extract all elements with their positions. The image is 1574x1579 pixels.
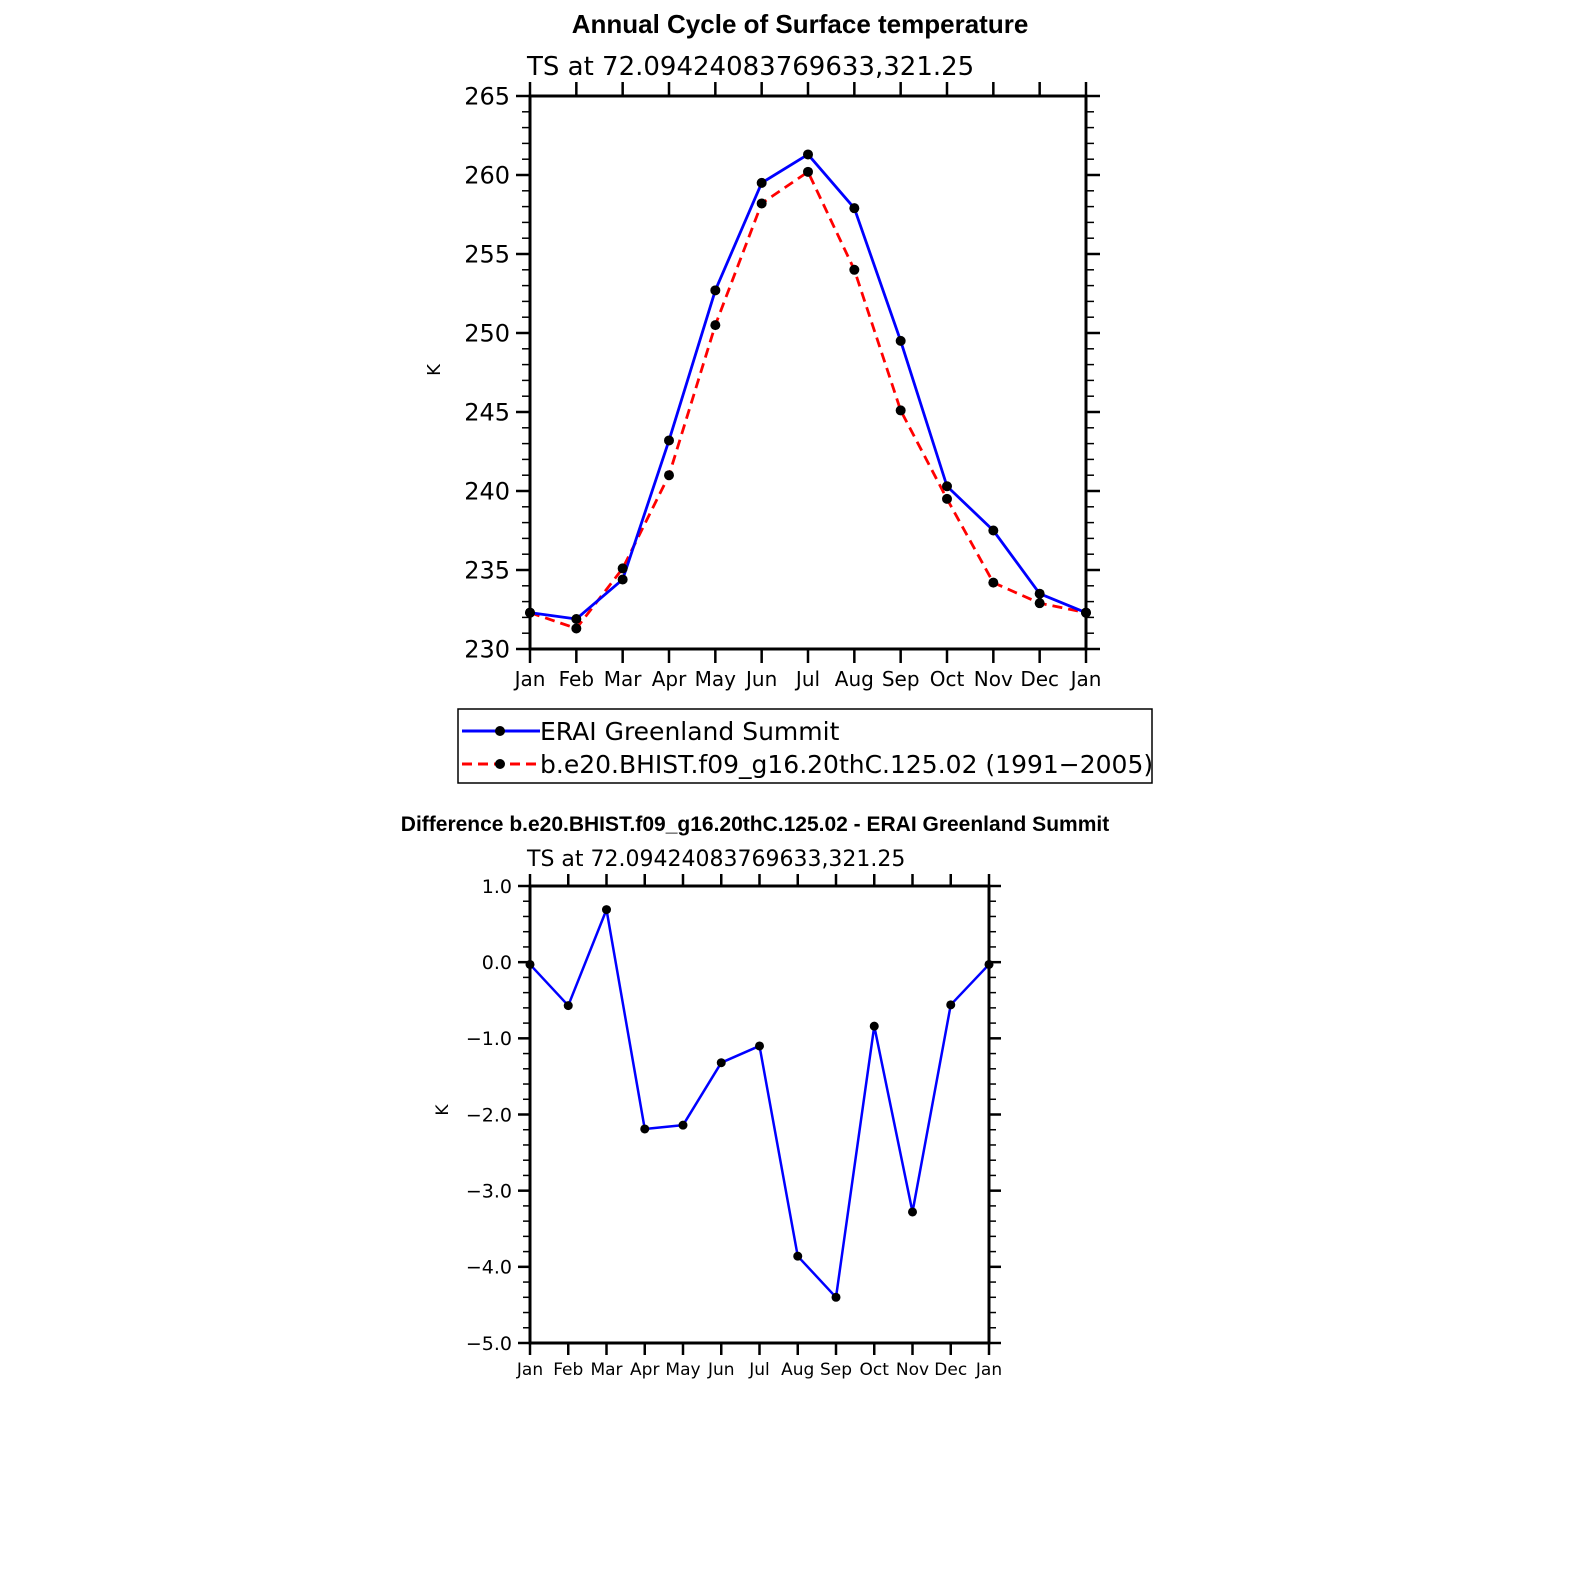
- legend-model-label: b.e20.BHIST.f09_g16.20thC.125.02 (1991−2…: [540, 750, 1153, 779]
- series-0-point: [849, 203, 860, 214]
- series-0-point: [756, 177, 767, 188]
- x-tick-label: May: [665, 1360, 700, 1380]
- y-tick-label: −1.0: [466, 1028, 512, 1050]
- series-1-point: [988, 577, 999, 588]
- series-0-point: [664, 435, 674, 446]
- chart1-legend: ERAI Greenland Summit b.e20.BHIST.f09_g1…: [457, 708, 1153, 784]
- x-tick-label: Sep: [820, 1360, 852, 1380]
- series-0-point: [710, 285, 721, 296]
- x-tick-label: Jan: [1069, 667, 1102, 691]
- series-0-point: [942, 481, 952, 492]
- series-1-point: [571, 623, 582, 634]
- series-1-line: [529, 170, 1087, 630]
- plot-frame: [528, 94, 1088, 651]
- x-tick-label: Nov: [974, 667, 1013, 691]
- x-tick-label: Jul: [748, 1360, 770, 1380]
- x-tick-label: Mar: [604, 667, 643, 691]
- series-0-point: [640, 1124, 650, 1134]
- y-tick-label: 0.0: [482, 952, 512, 974]
- chart2-ylabel: K: [433, 1104, 453, 1116]
- x-tick-label: Aug: [781, 1360, 814, 1380]
- x-tick-label: Apr: [652, 667, 687, 691]
- series-1-point: [1034, 598, 1045, 609]
- series-1-point: [803, 166, 813, 177]
- chart2-plot: Jan Feb Mar Apr May Jun Jul Aug Sep Oct Nov Dec Jan−…: [466, 874, 1002, 1380]
- series-1-point: [664, 470, 674, 481]
- y-tick-label: −2.0: [466, 1104, 512, 1126]
- series-0-point: [895, 335, 906, 346]
- legend-model-marker: [495, 759, 505, 769]
- series-1-point: [942, 493, 952, 504]
- x-tick-label: Oct: [930, 667, 965, 691]
- series-1-point: [895, 405, 906, 416]
- x-tick-label: Feb: [559, 667, 594, 691]
- series-0-point: [525, 959, 535, 969]
- y-tick-label: 265: [464, 83, 510, 111]
- x-tick-label: Jul: [794, 667, 820, 691]
- y-tick-label: 230: [464, 636, 510, 664]
- series-0-point: [678, 1120, 688, 1130]
- y-tick-label: 240: [464, 478, 510, 506]
- series-1-point: [849, 264, 860, 275]
- y-tick-label: −5.0: [466, 1333, 512, 1355]
- x-tick-label: Dec: [1020, 667, 1059, 691]
- x-tick-label: Aug: [835, 667, 874, 691]
- x-tick-label: Nov: [896, 1360, 929, 1380]
- series-0-point: [525, 607, 535, 618]
- chart2-subtitle: TS at 72.09424083769633,321.25: [526, 847, 905, 872]
- series-0-point: [563, 1001, 573, 1011]
- legend-box: [457, 708, 1153, 784]
- y-tick-label: 235: [464, 557, 510, 585]
- series-0-point: [1034, 588, 1045, 599]
- series-0-point: [988, 525, 999, 536]
- legend-erai-label: ERAI Greenland Summit: [540, 717, 840, 746]
- chart1-title: Annual Cycle of Surface temperature: [572, 9, 1029, 39]
- series-1-point: [617, 563, 628, 574]
- legend-erai-marker: [495, 726, 505, 736]
- y-tick-label: 245: [464, 399, 510, 427]
- x-tick-label: Jan: [513, 667, 546, 691]
- chart1-subtitle: TS at 72.09424083769633,321.25: [526, 52, 974, 82]
- series-0-point: [869, 1021, 879, 1031]
- chart1-plot: Jan Feb Mar Apr May Jun Jul Aug Sep Oct Nov Dec Jan2…: [464, 82, 1101, 691]
- y-tick-label: −3.0: [466, 1181, 512, 1203]
- x-tick-label: Apr: [630, 1360, 659, 1380]
- x-tick-label: Dec: [934, 1360, 967, 1380]
- series-0-line: [529, 153, 1087, 621]
- series-0-point: [617, 574, 628, 585]
- y-tick-label: 255: [464, 241, 510, 269]
- y-tick-label: −4.0: [466, 1257, 512, 1279]
- x-tick-label: Jan: [516, 1360, 543, 1380]
- y-tick-label: 1.0: [482, 876, 512, 898]
- series-0-point: [793, 1251, 803, 1261]
- series-1-point: [756, 198, 767, 209]
- x-tick-label: Sep: [882, 667, 920, 691]
- plot-frame: [528, 884, 991, 1345]
- series-0-point: [755, 1041, 764, 1051]
- x-tick-label: Jun: [707, 1360, 735, 1380]
- y-tick-label: 250: [464, 320, 510, 348]
- series-0-point: [803, 149, 813, 160]
- series-0-point: [1081, 607, 1091, 618]
- series-1-point: [710, 320, 721, 331]
- y-tick-label: 260: [464, 162, 510, 190]
- series-0-point: [946, 1000, 956, 1010]
- x-tick-label: Mar: [590, 1360, 622, 1380]
- series-0-point: [602, 905, 611, 915]
- x-tick-label: Oct: [860, 1360, 890, 1380]
- series-0-point: [571, 613, 582, 624]
- x-tick-label: Feb: [553, 1360, 583, 1380]
- series-0-point: [984, 959, 994, 969]
- x-tick-label: May: [695, 667, 737, 691]
- x-tick-label: Jun: [744, 667, 777, 691]
- chart2-title: Difference b.e20.BHIST.f09_g16.20thC.125…: [401, 813, 1109, 836]
- series-0-point: [831, 1292, 841, 1302]
- series-0-point: [716, 1058, 726, 1068]
- series-0-point: [908, 1207, 917, 1217]
- series-0-line: [529, 908, 990, 1299]
- x-tick-label: Jan: [975, 1360, 1002, 1380]
- chart1-ylabel: K: [424, 363, 445, 376]
